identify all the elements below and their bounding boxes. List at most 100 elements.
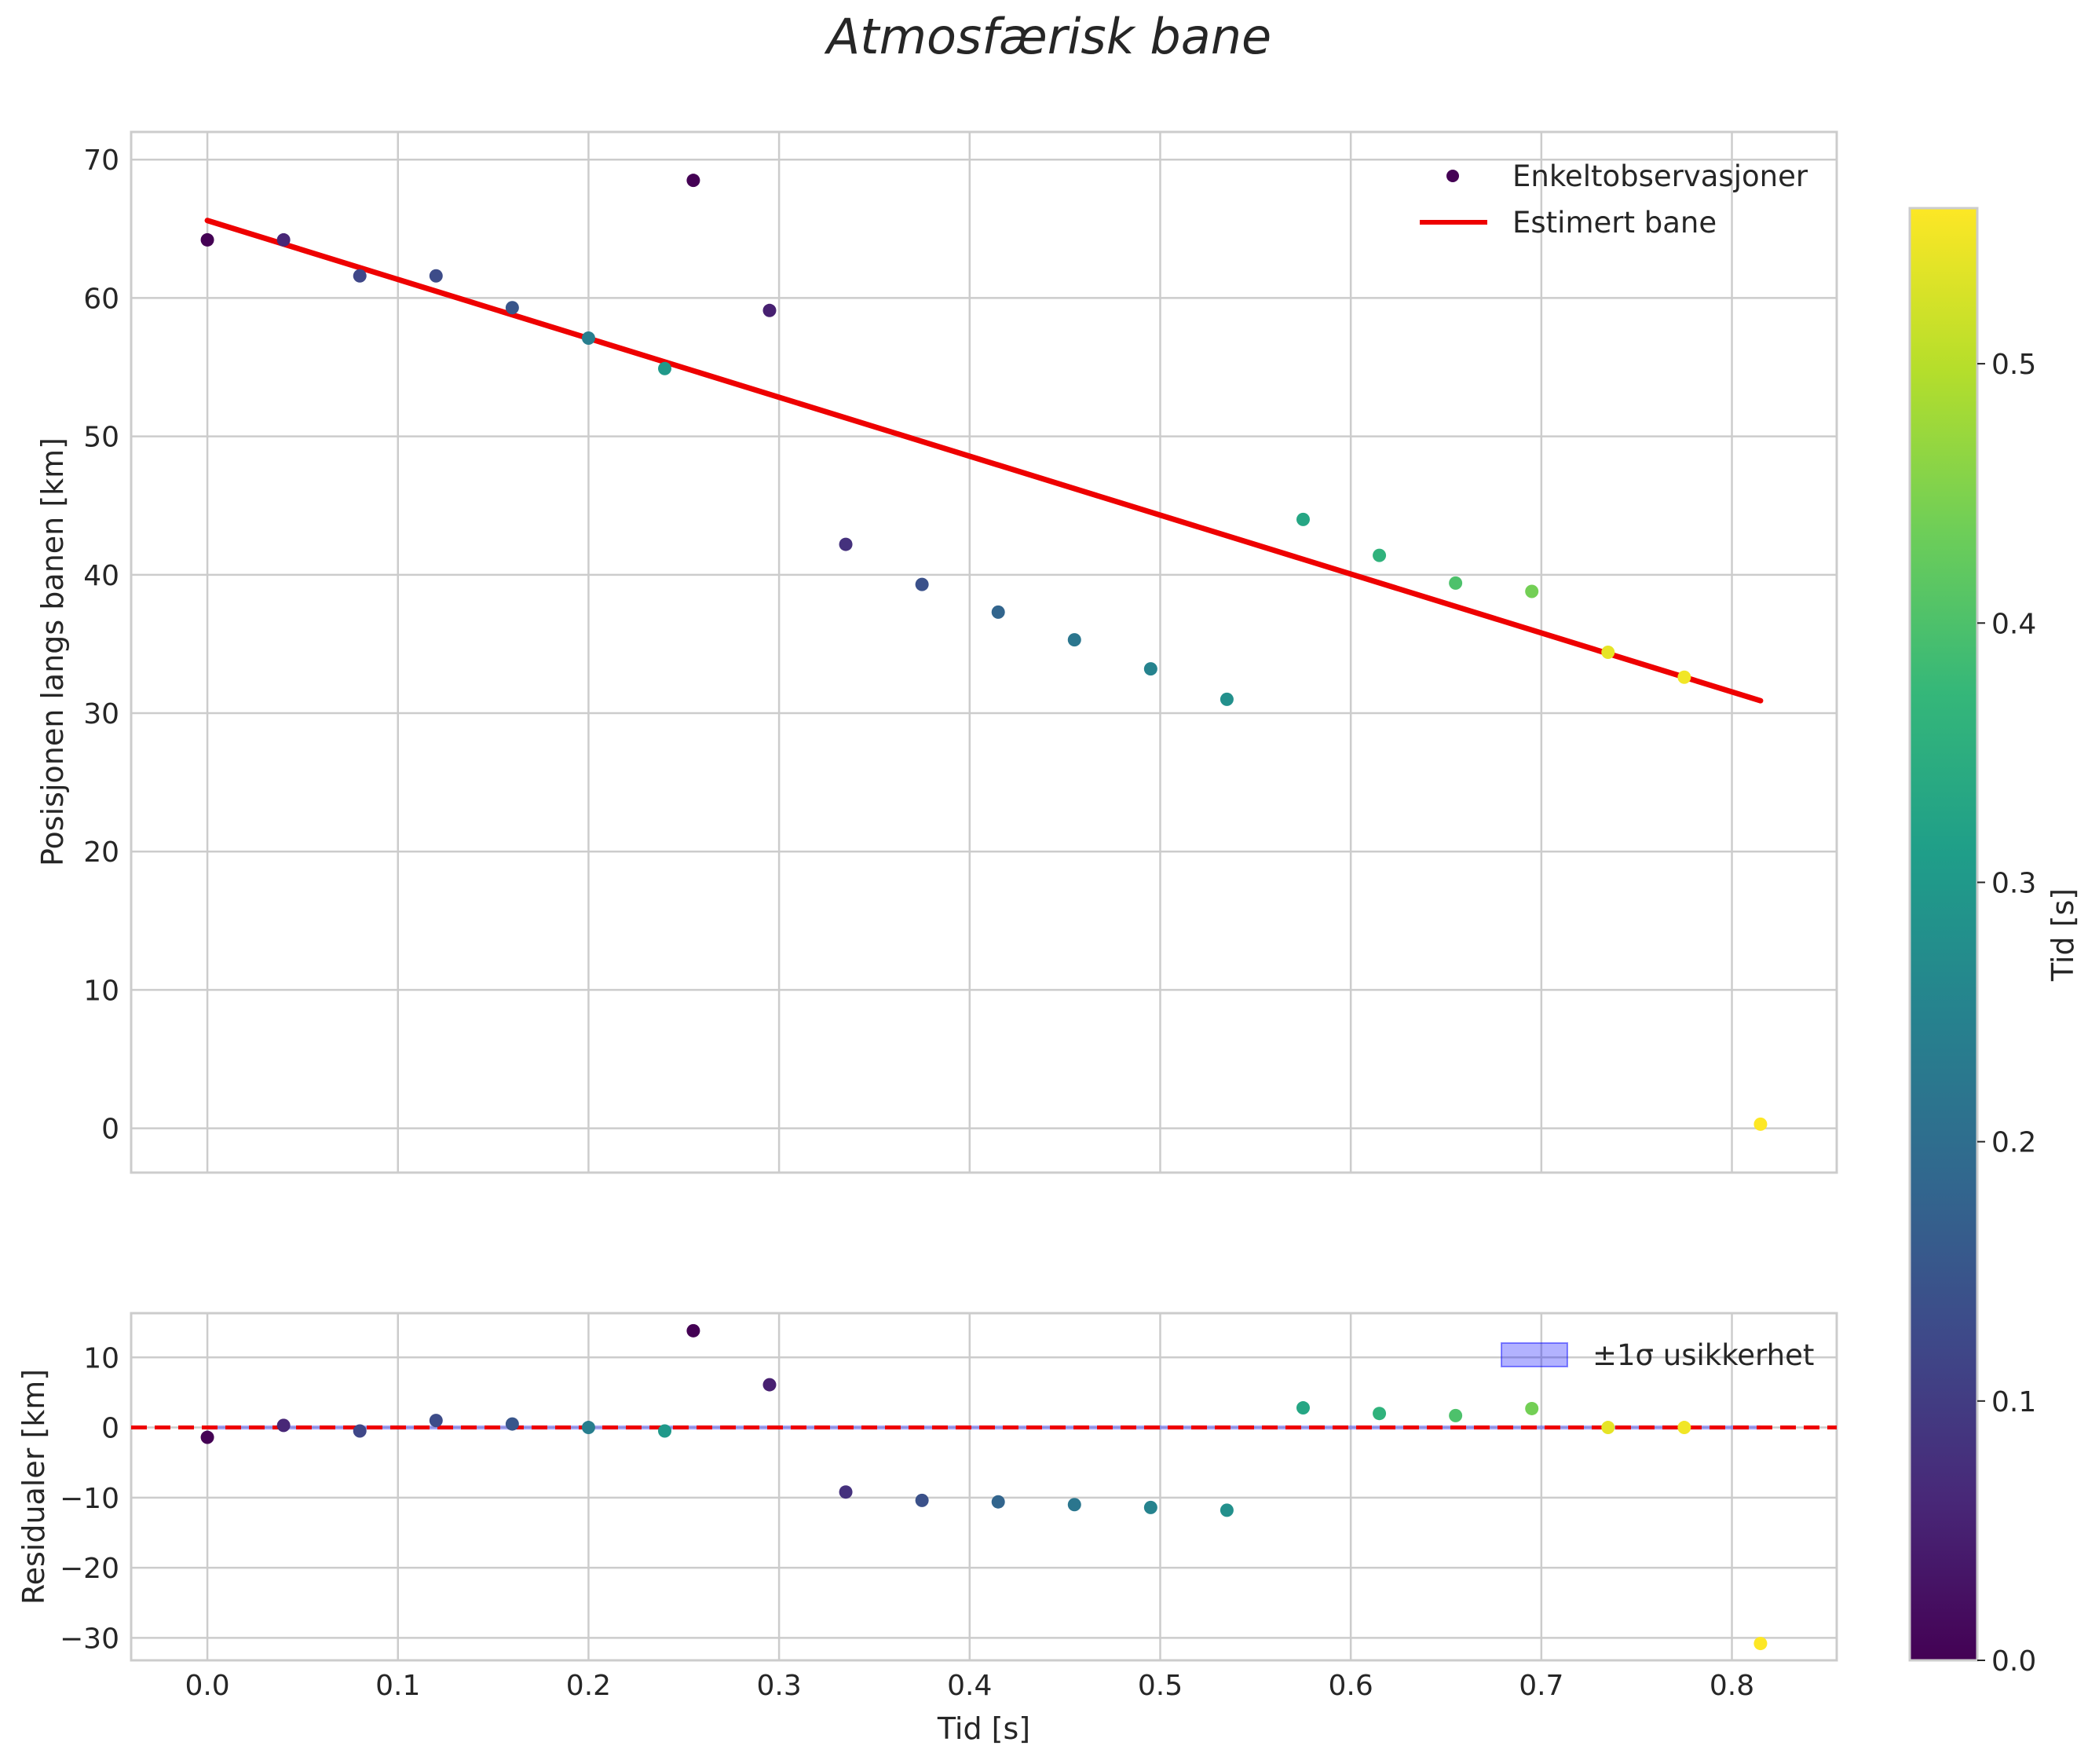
y-tick-label: 70 <box>83 145 119 177</box>
chart-title: Atmosfærisk bane <box>824 8 1271 65</box>
residual-content <box>131 1323 1837 1651</box>
observation-point <box>276 232 291 247</box>
residual-point <box>991 1495 1005 1509</box>
observation-point <box>658 361 672 375</box>
observation-point <box>1601 646 1615 659</box>
colorbar-gradient <box>1908 207 1979 1662</box>
colorbar-label: Tid [s] <box>2046 888 2080 982</box>
observation-point <box>1449 576 1463 590</box>
residual-x-ticks: 0.0 0.1 0.2 0.3 0.4 0.5 0.6 0.7 0.8 <box>185 1670 1754 1702</box>
main-panel: 0 10 20 30 40 50 60 70 Posisjonen langs banen [… <box>35 130 1838 1174</box>
observation-point <box>839 537 853 551</box>
observation-point <box>991 605 1005 619</box>
residual-point <box>1067 1498 1081 1512</box>
main-y-axis-label: Posisjonen langs banen [km] <box>35 437 70 866</box>
y-tick-label: 50 <box>83 422 119 454</box>
legend-marker-observations <box>1446 170 1459 182</box>
residual-point <box>505 1417 519 1431</box>
residual-point <box>1753 1637 1768 1651</box>
colorbar-tick-label: 0.0 <box>1991 1645 2036 1678</box>
estimated-trajectory-line <box>204 218 1764 704</box>
observation-point <box>200 232 214 247</box>
x-tick-label: 0.8 <box>1710 1670 1754 1702</box>
main-content <box>200 174 1768 1131</box>
residual-point <box>1601 1421 1615 1435</box>
x-tick-label: 0.2 <box>566 1670 611 1702</box>
observation-point <box>1220 692 1234 706</box>
main-grid <box>131 132 1837 1173</box>
observation-point <box>1677 670 1691 684</box>
residual-legend: ±1σ usikkerhet <box>1501 1338 1814 1372</box>
observation-point <box>915 577 929 591</box>
legend-label-estimated: Estimert bane <box>1512 206 1717 240</box>
colorbar-ticks: 0.0 0.1 0.2 0.3 0.4 0.5 <box>1977 349 2036 1678</box>
observation-point <box>429 269 443 283</box>
residual-point <box>686 1323 700 1338</box>
residual-point <box>1296 1401 1310 1415</box>
residual-point <box>276 1418 291 1433</box>
x-tick-label: 0.6 <box>1329 1670 1373 1702</box>
observation-point <box>1296 512 1310 526</box>
y-tick-label: 30 <box>83 698 119 730</box>
y-tick-label: 60 <box>83 283 119 315</box>
residual-point <box>1677 1421 1691 1435</box>
observation-point <box>1373 548 1387 562</box>
residual-point <box>1449 1408 1463 1422</box>
residual-y-ticks: −30 −20 −10 0 10 <box>60 1342 119 1655</box>
legend-marker-band <box>1501 1342 1568 1367</box>
x-tick-label: 0.7 <box>1519 1670 1563 1702</box>
residual-point <box>658 1424 672 1438</box>
y-tick-label: −10 <box>60 1483 119 1515</box>
observation-point <box>581 331 595 346</box>
residual-grid <box>131 1313 1837 1660</box>
x-tick-label: 0.4 <box>947 1670 992 1702</box>
y-tick-label: 10 <box>83 1342 119 1374</box>
residual-point <box>1525 1401 1539 1415</box>
colorbar-tick-label: 0.1 <box>1991 1386 2036 1418</box>
residual-point <box>581 1421 595 1435</box>
y-tick-label: 40 <box>83 560 119 592</box>
main-y-ticks: 0 10 20 30 40 50 60 70 <box>83 145 119 1145</box>
x-tick-label: 0.0 <box>185 1670 229 1702</box>
colorbar-tick-label: 0.3 <box>1991 867 2036 899</box>
observation-point <box>1525 584 1539 598</box>
observation-point <box>505 301 519 315</box>
residual-point <box>200 1430 214 1444</box>
colorbar: 0.0 0.1 0.2 0.3 0.4 0.5 Tid [s] <box>1908 207 2080 1678</box>
y-tick-label: 0 <box>101 1114 119 1146</box>
observation-point <box>762 303 777 317</box>
observation-point <box>1067 633 1081 647</box>
colorbar-tick-label: 0.2 <box>1991 1127 2036 1159</box>
observation-point <box>353 269 367 283</box>
residual-point <box>429 1414 443 1428</box>
residual-point <box>915 1493 929 1507</box>
y-tick-label: 20 <box>83 836 119 869</box>
x-tick-label: 0.3 <box>756 1670 801 1702</box>
residual-plot-area <box>130 1312 1838 1662</box>
y-tick-label: 0 <box>101 1413 119 1445</box>
colorbar-tick-label: 0.4 <box>1991 608 2036 640</box>
residual-y-axis-label: Residualer [km] <box>16 1369 51 1605</box>
y-tick-label: −30 <box>60 1623 119 1655</box>
main-legend: Enkeltobservasjoner Estimert bane <box>1420 159 1808 240</box>
legend-label-observations: Enkeltobservasjoner <box>1512 159 1808 193</box>
residual-point <box>839 1485 853 1499</box>
x-tick-label: 0.5 <box>1138 1670 1183 1702</box>
x-tick-label: 0.1 <box>375 1670 420 1702</box>
observation-point <box>686 174 700 188</box>
y-tick-label: 10 <box>83 975 119 1007</box>
observation-point <box>1143 662 1157 676</box>
residual-point <box>762 1378 777 1392</box>
x-axis-label: Tid [s] <box>937 1711 1030 1746</box>
main-plot-area <box>130 130 1838 1174</box>
residual-point <box>1373 1407 1387 1421</box>
residual-point <box>353 1424 367 1438</box>
y-tick-label: −20 <box>60 1553 119 1585</box>
residual-point <box>1220 1503 1234 1517</box>
residual-point <box>1143 1500 1157 1514</box>
observation-point <box>1753 1117 1768 1131</box>
colorbar-tick-label: 0.5 <box>1991 349 2036 381</box>
residual-panel: −30 −20 −10 0 10 0.0 0.1 0.2 0.3 0.4 0.5 0.6 0.7 0.8… <box>16 1312 1838 1746</box>
legend-label-band: ±1σ usikkerhet <box>1593 1338 1814 1372</box>
